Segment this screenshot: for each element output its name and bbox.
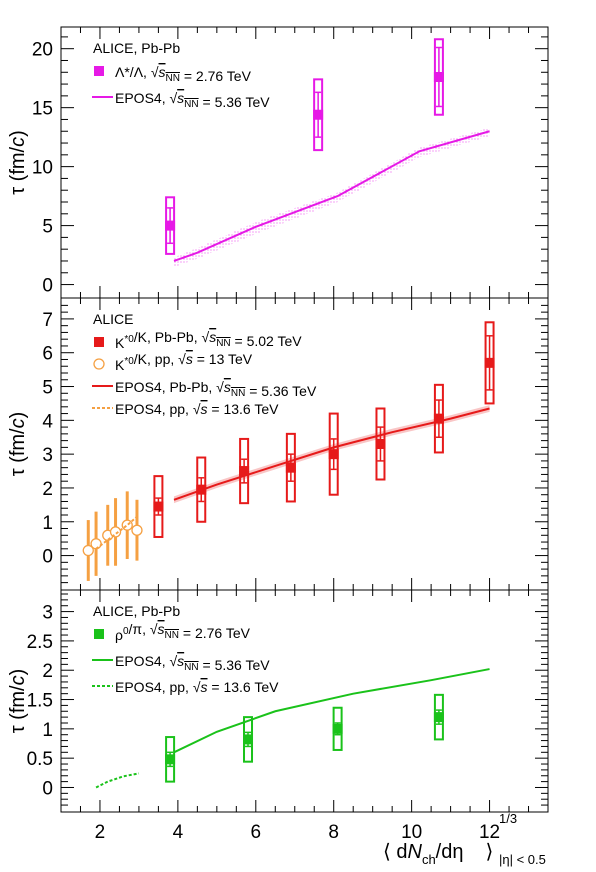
y-tick-label: 4 xyxy=(42,411,53,432)
data-point xyxy=(433,71,444,82)
y-tick-label: 0 xyxy=(42,778,53,799)
legend-label: K*0/K, pp, √s = 13 TeV xyxy=(115,351,253,373)
series xyxy=(95,772,140,789)
model-line xyxy=(173,407,490,501)
data-point xyxy=(131,524,143,536)
plot-frame xyxy=(60,589,549,813)
legend-label: K*0/K, Pb-Pb, √sNN = 5.02 TeV xyxy=(115,329,302,351)
y-tick-label: 10 xyxy=(32,158,53,179)
y-tick-label: 3 xyxy=(42,603,53,624)
data-layer xyxy=(165,38,490,267)
x-tick-label: 4 xyxy=(173,822,184,843)
data-point xyxy=(285,462,296,473)
y-tick-label: 2 xyxy=(42,661,53,682)
model-line xyxy=(173,668,490,754)
series xyxy=(173,127,490,267)
panel-top: 0 5 10 15 20 τ (fm/c) ALICE, Pb-Pb Λ*/Λ, √sNN =… xyxy=(7,26,549,299)
series xyxy=(165,38,444,255)
data-point xyxy=(433,712,444,723)
x-tick-label: 8 xyxy=(328,822,339,843)
data-point xyxy=(109,526,122,538)
series xyxy=(95,514,140,550)
legend-label: ρ0/π, √sNN = 2.76 TeV xyxy=(115,621,251,643)
x-tick-label: 2 xyxy=(95,822,106,843)
y-axis-label: τ (fm/c) xyxy=(7,669,29,734)
y-tick-label: 2 xyxy=(42,479,53,500)
data-point xyxy=(484,357,495,368)
y-tick-label: 0.5 xyxy=(27,749,53,770)
legend: ALICE, Pb-Pb ρ0/π, √sNN = 2.76 TeV EPOS4, … xyxy=(92,603,279,695)
model-line xyxy=(173,130,490,262)
y-tick-label: 5 xyxy=(42,378,53,399)
y-tick-label: 7 xyxy=(42,310,53,331)
data-point xyxy=(90,538,102,550)
data-point xyxy=(82,544,94,557)
legend-label: EPOS4, √sNN = 5.36 TeV xyxy=(115,90,270,110)
panel-middle: 0 1 2 3 4 5 6 7 τ (fm/c) ALICE K*0/K, Pb-Pb, √sNN … xyxy=(7,297,549,591)
legend-marker xyxy=(93,358,105,370)
data-layer xyxy=(95,668,490,789)
y-axis-label: τ (fm/c) xyxy=(7,412,29,477)
y-tick-label: 1.5 xyxy=(27,691,53,712)
data-point xyxy=(328,449,339,460)
data-point xyxy=(153,501,164,512)
series xyxy=(173,668,490,754)
model-line-dashed xyxy=(95,514,140,550)
y-tick-label: 20 xyxy=(32,40,53,61)
legend-marker xyxy=(94,629,104,639)
series xyxy=(82,491,143,581)
x-tick-label: 12 xyxy=(479,822,500,843)
x-tick-label: 10 xyxy=(401,822,422,843)
y-tick-label: 3 xyxy=(42,445,53,466)
series xyxy=(165,693,444,783)
y-tick-label: 1 xyxy=(42,513,53,534)
legend-marker xyxy=(94,66,104,76)
legend-marker xyxy=(94,337,104,347)
legend-label: Λ*/Λ, √sNN = 2.76 TeV xyxy=(115,64,252,84)
y-tick-label: 15 xyxy=(32,99,53,120)
y-tick-label: 1 xyxy=(42,720,53,741)
legend-label: EPOS4, pp, √s = 13.6 TeV xyxy=(115,679,279,695)
x-tick-label: 6 xyxy=(251,822,262,843)
panel-bottom: 0 0.5 1 1.5 2 2.5 3 τ (fm/c) ALICE, Pb-Pb ρ0/π, √… xyxy=(7,589,549,813)
y-tick-label: 0 xyxy=(42,276,53,297)
data-point xyxy=(239,466,250,477)
x-axis-label: ⟨ dNch/dη ⟩ xyxy=(383,841,493,867)
data-point xyxy=(332,723,343,734)
y-tick-label: 5 xyxy=(42,217,53,238)
legend: ALICE K*0/K, Pb-Pb, √sNN = 5.02 TeVK*0/K,… xyxy=(92,311,317,417)
legend-title: ALICE, Pb-Pb xyxy=(93,603,180,619)
data-point xyxy=(121,519,133,531)
data-point xyxy=(313,109,324,120)
data-point xyxy=(165,220,176,231)
data-point xyxy=(375,439,386,449)
series xyxy=(173,405,490,504)
x-axis-label-subscript: |η| < 0.5 xyxy=(499,852,546,867)
legend-title: ALICE, Pb-Pb xyxy=(93,40,180,56)
y-tick-label: 0 xyxy=(42,547,53,568)
y-tick-label: 2.5 xyxy=(27,632,53,653)
legend-label: EPOS4, √sNN = 5.36 TeV xyxy=(115,653,270,673)
data-layer xyxy=(82,321,495,581)
y-tick-label: 6 xyxy=(42,344,53,365)
x-axis-label-exponent: 1/3 xyxy=(499,811,517,826)
legend-label: EPOS4, pp, √s = 13.6 TeV xyxy=(115,401,279,417)
y-axis-label: τ (fm/c) xyxy=(7,130,29,195)
legend: ALICE, Pb-Pb Λ*/Λ, √sNN = 2.76 TeV EPOS4, … xyxy=(92,40,270,110)
model-band xyxy=(173,405,490,504)
data-point xyxy=(165,754,176,765)
legend-label: EPOS4, Pb-Pb, √sNN = 5.36 TeV xyxy=(115,379,317,399)
data-point xyxy=(433,413,444,424)
model-line-dashed xyxy=(95,772,140,789)
data-point xyxy=(243,734,254,745)
legend-title: ALICE xyxy=(93,311,133,327)
